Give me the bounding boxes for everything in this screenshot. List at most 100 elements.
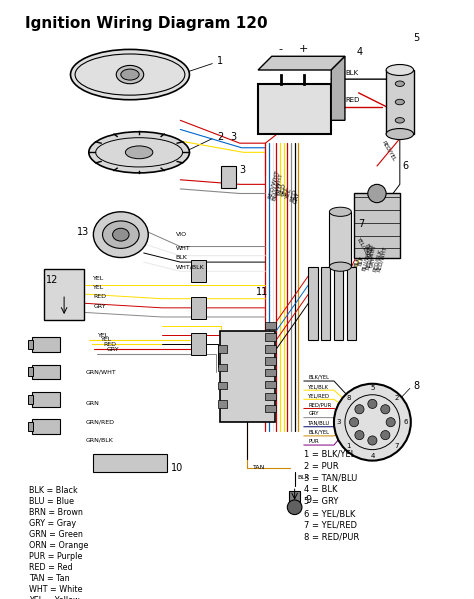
Ellipse shape	[126, 146, 153, 159]
Text: 4: 4	[370, 453, 374, 459]
Text: BRN = Brown: BRN = Brown	[29, 508, 83, 517]
Bar	[218, 346, 227, 353]
Text: RED: RED	[345, 97, 359, 103]
Text: YEL/BLK: YEL/BLK	[309, 384, 329, 389]
Bar	[218, 382, 227, 389]
Bar	[219, 331, 274, 422]
Text: YEL: YEL	[285, 187, 293, 199]
Text: 1: 1	[346, 443, 351, 449]
Bar	[27, 422, 33, 431]
Bar	[265, 393, 276, 400]
Text: TAN = Tan: TAN = Tan	[29, 574, 70, 583]
Text: 12: 12	[46, 276, 58, 285]
Text: YEL: YEL	[93, 285, 105, 290]
Text: PUR: PUR	[309, 439, 319, 444]
Text: 2: 2	[394, 395, 399, 401]
Circle shape	[368, 400, 377, 409]
Text: RED: RED	[278, 183, 286, 196]
Text: YEL/RED: YEL/RED	[309, 393, 330, 398]
Text: 13: 13	[77, 227, 89, 237]
Text: BLK = Black: BLK = Black	[29, 486, 78, 495]
Text: 6 = YEL/BLK: 6 = YEL/BLK	[304, 509, 355, 518]
Text: 5 = GRY: 5 = GRY	[304, 497, 338, 506]
Text: 8 = RED/PUR: 8 = RED/PUR	[304, 533, 359, 542]
Ellipse shape	[116, 65, 144, 84]
Polygon shape	[258, 56, 345, 70]
Text: 6: 6	[402, 161, 409, 171]
Text: YEL/RED: YEL/RED	[356, 235, 372, 258]
Text: 3: 3	[240, 165, 246, 175]
Text: YEL: YEL	[98, 333, 109, 338]
Text: GRY: GRY	[293, 190, 301, 204]
Circle shape	[381, 405, 390, 414]
Text: 11: 11	[256, 288, 268, 297]
Text: PUR = Purple: PUR = Purple	[29, 552, 83, 561]
Bar	[354, 193, 400, 258]
Bar	[265, 405, 276, 412]
Text: BLK/YEL: BLK/YEL	[309, 375, 329, 380]
Bar	[347, 267, 356, 340]
Text: RED: RED	[93, 294, 106, 300]
Circle shape	[334, 384, 411, 461]
Ellipse shape	[386, 65, 413, 75]
Text: GRN: GRN	[86, 401, 100, 406]
Ellipse shape	[386, 129, 413, 140]
Bar	[321, 267, 330, 340]
Bar	[386, 70, 413, 134]
Text: BLK: BLK	[297, 474, 309, 480]
Text: RED: RED	[103, 342, 117, 347]
Bar	[265, 334, 276, 341]
Bar	[32, 337, 60, 352]
Bar	[329, 212, 351, 267]
Text: WHT/BLK: WHT/BLK	[176, 264, 204, 269]
Bar	[191, 334, 206, 355]
Text: 6: 6	[404, 419, 409, 425]
Text: 9: 9	[306, 495, 312, 505]
Circle shape	[355, 405, 364, 414]
Bar	[191, 261, 206, 282]
Text: ORN = Orange: ORN = Orange	[29, 541, 89, 550]
Text: BLU = Blue: BLU = Blue	[29, 497, 74, 506]
Ellipse shape	[395, 99, 404, 105]
Text: RED/WHT: RED/WHT	[376, 245, 388, 272]
Bar	[191, 297, 206, 319]
Text: 5: 5	[370, 385, 374, 391]
Bar	[334, 267, 343, 340]
Bar	[289, 491, 300, 507]
Bar	[309, 267, 318, 340]
Ellipse shape	[89, 132, 190, 173]
Ellipse shape	[113, 228, 129, 241]
Ellipse shape	[121, 69, 139, 80]
Text: 5: 5	[413, 33, 420, 43]
Text: BLU/WHT: BLU/WHT	[361, 246, 373, 271]
Text: 1 = BLK/YEL: 1 = BLK/YEL	[304, 450, 355, 459]
Text: YEL: YEL	[282, 186, 290, 198]
Bar	[32, 419, 60, 434]
Ellipse shape	[395, 117, 404, 123]
Text: Ignition Wiring Diagram 120: Ignition Wiring Diagram 120	[25, 16, 267, 31]
Text: 3 = TAN/BLU: 3 = TAN/BLU	[304, 473, 357, 482]
Text: +: +	[299, 44, 309, 54]
Circle shape	[386, 418, 395, 426]
Text: GRY = Gray: GRY = Gray	[29, 519, 76, 528]
Bar	[32, 392, 60, 407]
Text: 4: 4	[357, 47, 363, 57]
Circle shape	[381, 431, 390, 440]
Text: VIO: VIO	[176, 232, 187, 237]
Text: RED/PUR: RED/PUR	[309, 403, 332, 407]
Text: 8: 8	[346, 395, 351, 401]
Text: GRN = Green: GRN = Green	[29, 530, 83, 539]
Text: 3: 3	[230, 132, 237, 142]
Text: RED = Red: RED = Red	[29, 563, 73, 572]
Bar	[265, 369, 276, 376]
Text: TAN: TAN	[254, 465, 266, 470]
Text: BLK: BLK	[354, 256, 362, 268]
Bar	[27, 367, 33, 376]
Ellipse shape	[71, 49, 190, 99]
Circle shape	[368, 436, 377, 445]
Polygon shape	[331, 56, 345, 120]
Bar	[265, 381, 276, 388]
Ellipse shape	[329, 262, 351, 271]
Ellipse shape	[329, 207, 351, 216]
Ellipse shape	[93, 212, 148, 258]
